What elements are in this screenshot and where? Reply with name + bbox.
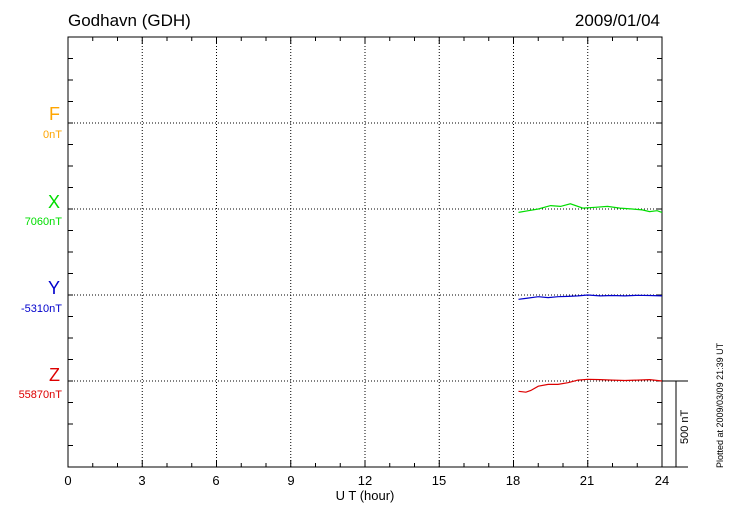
x-tick-label: 6 [212,473,220,488]
x-tick-label: 21 [579,473,595,488]
x-tick-label: 9 [287,473,295,488]
x-tick-label: 18 [505,473,521,488]
x-tick-label: 15 [431,473,447,488]
component-y-label: Y [47,278,60,298]
x-tick-label: 0 [64,473,72,488]
scale-bar-label: 500 nT [679,409,691,444]
plot-frame [67,36,663,468]
station-title: Godhavn (GDH) [68,11,191,30]
x-tick-label: 3 [138,473,146,488]
component-z-baseline: 55870nT [18,389,62,401]
plotted-timestamp: Plotted at 2009/03/09 21:39 UT [715,342,725,468]
component-f-baseline: 0nT [43,129,62,141]
x-axis-label: U T (hour) [335,488,395,503]
series-line-z [518,378,663,393]
x-tick-label: 24 [654,473,670,488]
plot-date: 2009/01/04 [574,11,660,30]
component-f-label: F [49,104,60,124]
series-line-x [518,203,663,213]
component-x-baseline: 7060nT [24,216,62,228]
component-y-baseline: -5310nT [21,303,62,315]
series-line-y [518,294,663,300]
x-tick-label: 12 [357,473,373,488]
component-x-label: X [47,192,60,212]
component-z-label: Z [49,365,60,385]
